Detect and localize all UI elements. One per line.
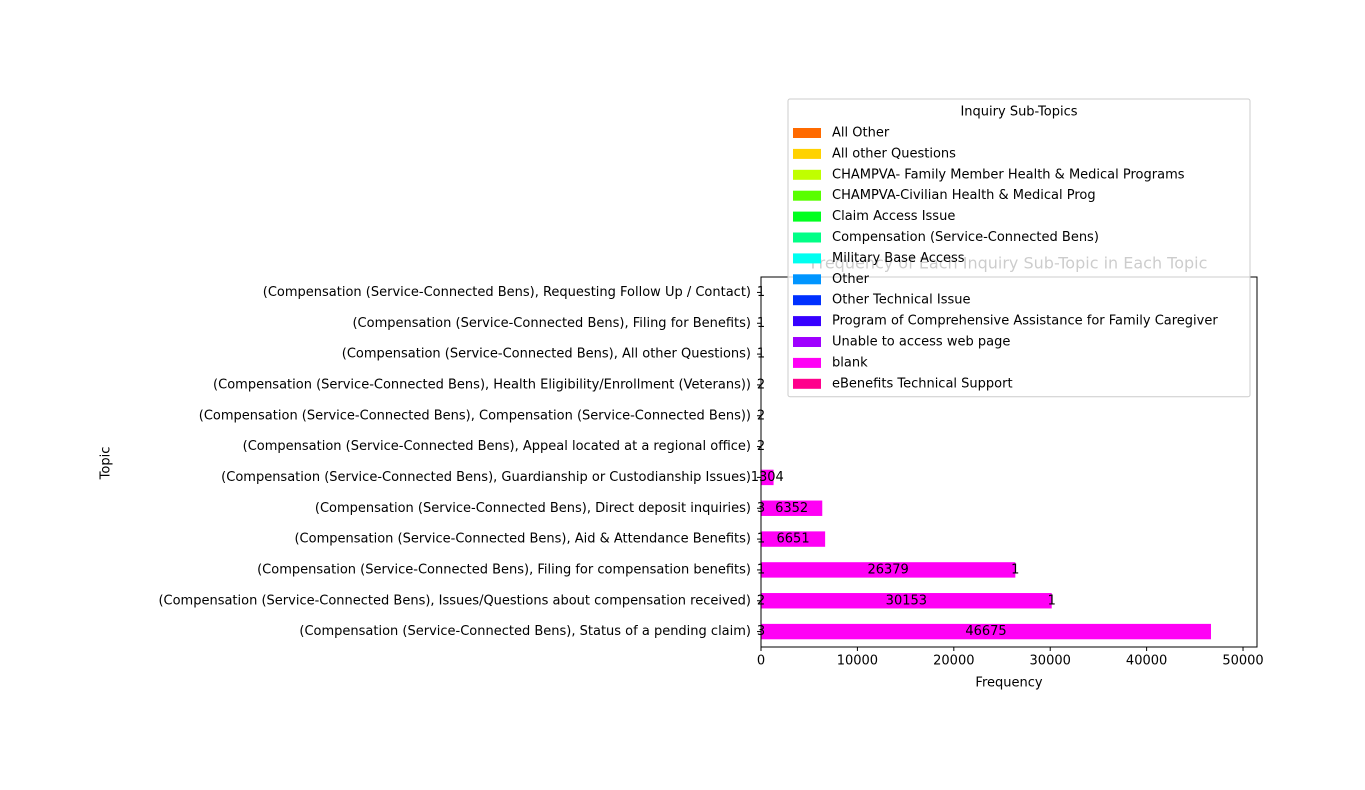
y-tick-label: (Compensation (Service-Connected Bens), … xyxy=(221,470,751,485)
data-label: 1 xyxy=(1011,562,1019,577)
legend-swatch xyxy=(793,211,821,222)
legend-swatch xyxy=(793,169,821,180)
data-label: 1 xyxy=(1048,593,1056,608)
y-tick-label: (Compensation (Service-Connected Bens), … xyxy=(243,439,751,454)
y-tick-label: (Compensation (Service-Connected Bens), … xyxy=(158,593,751,608)
legend-label: Compensation (Service-Connected Bens) xyxy=(832,230,1099,245)
y-tick-label: (Compensation (Service-Connected Bens), … xyxy=(352,316,751,331)
legend-label: Military Base Access xyxy=(832,251,965,266)
legend-label: eBenefits Technical Support xyxy=(832,376,1013,391)
y-tick-label: (Compensation (Service-Connected Bens), … xyxy=(342,347,751,362)
bar-segment xyxy=(761,531,826,547)
legend-swatch xyxy=(793,148,821,159)
y-axis-label: Topic xyxy=(99,447,114,481)
legend: Inquiry Sub-Topics All Other All other Que… xyxy=(787,98,1251,398)
y-tick-label: (Compensation (Service-Connected Bens), … xyxy=(263,285,751,300)
legend-label: Other xyxy=(832,272,870,287)
legend-label: CHAMPVA-Civilian Health & Medical Prog xyxy=(832,188,1096,203)
bar-segment xyxy=(761,500,823,516)
legend-title: Inquiry Sub-Topics xyxy=(960,105,1077,120)
legend-swatch xyxy=(793,274,821,285)
legend-label: Claim Access Issue xyxy=(832,209,955,224)
data-label: 46675 xyxy=(965,624,1006,639)
legend-label: All Other xyxy=(832,126,890,141)
legend-swatch xyxy=(793,378,821,389)
legend-swatch xyxy=(793,316,821,327)
bar-segment xyxy=(761,562,1016,578)
y-tick-label: (Compensation (Service-Connected Bens), … xyxy=(257,562,751,577)
legend-label: blank xyxy=(832,355,868,370)
data-label: 1304 xyxy=(751,470,784,485)
y-tick-label: (Compensation (Service-Connected Bens), … xyxy=(294,532,751,547)
legend-swatch xyxy=(793,253,821,264)
y-tick-label: (Compensation (Service-Connected Bens), … xyxy=(213,377,751,392)
x-tick-label: 50000 xyxy=(1222,654,1263,669)
legend-label: Program of Comprehensive Assistance for … xyxy=(832,314,1218,329)
legend-swatch xyxy=(793,232,821,243)
legend-box xyxy=(787,98,1251,398)
bar-segment xyxy=(761,469,774,486)
legend-swatch xyxy=(793,128,821,138)
legend-label: Unable to access web page xyxy=(832,335,1010,350)
bar-segment xyxy=(761,593,1052,609)
legend-label: Other Technical Issue xyxy=(832,293,971,308)
y-tick-label: (Compensation (Service-Connected Bens), … xyxy=(299,624,751,639)
legend-swatch xyxy=(793,295,821,306)
x-tick-label: 30000 xyxy=(1030,654,1071,669)
legend-swatch xyxy=(793,357,821,368)
x-tick-label: 40000 xyxy=(1126,654,1167,669)
legend-swatch xyxy=(793,337,821,347)
data-label: 30153 xyxy=(886,593,927,608)
legend-label: CHAMPVA- Family Member Health & Medical … xyxy=(832,167,1185,182)
x-tick-label: 20000 xyxy=(933,654,974,669)
legend-label: All other Questions xyxy=(832,146,956,161)
data-label: 6651 xyxy=(777,532,810,547)
x-tick-label: 10000 xyxy=(837,654,878,669)
legend-swatch xyxy=(793,190,821,201)
data-label: 6352 xyxy=(775,501,808,516)
x-axis-label: Frequency xyxy=(975,676,1042,691)
x-tick-label: 0 xyxy=(757,654,765,669)
bar-segment xyxy=(761,623,1211,640)
y-tick-label: (Compensation (Service-Connected Bens), … xyxy=(199,408,751,423)
y-tick-label: (Compensation (Service-Connected Bens), … xyxy=(315,501,751,516)
data-label: 26379 xyxy=(867,562,908,577)
